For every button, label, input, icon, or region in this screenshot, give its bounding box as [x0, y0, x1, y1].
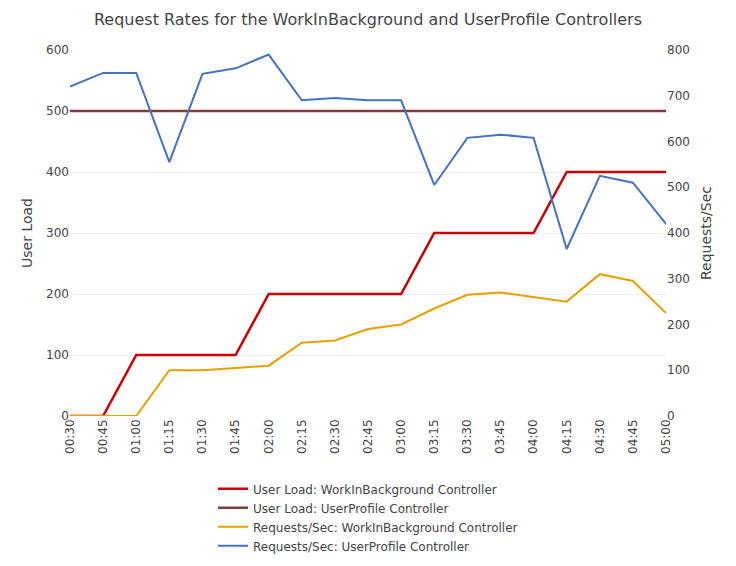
svg-text:01:15: 01:15 — [162, 419, 176, 454]
svg-text:300: 300 — [667, 272, 690, 286]
svg-text:03:30: 03:30 — [460, 419, 474, 454]
svg-text:200: 200 — [46, 287, 69, 301]
svg-text:04:15: 04:15 — [560, 419, 574, 454]
svg-text:02:45: 02:45 — [361, 419, 375, 454]
svg-text:User Load: WorkInBackground Co: User Load: WorkInBackground Controller — [253, 483, 497, 497]
svg-text:02:30: 02:30 — [328, 419, 342, 454]
svg-text:0: 0 — [667, 409, 675, 423]
svg-text:User Load: User Load — [19, 198, 35, 268]
svg-text:500: 500 — [46, 104, 69, 118]
svg-text:800: 800 — [667, 43, 690, 57]
svg-text:600: 600 — [46, 43, 69, 57]
svg-text:04:45: 04:45 — [626, 419, 640, 454]
svg-text:300: 300 — [46, 226, 69, 240]
svg-text:05:00: 05:00 — [659, 419, 673, 454]
svg-text:600: 600 — [667, 135, 690, 149]
svg-text:0: 0 — [61, 409, 69, 423]
svg-text:02:00: 02:00 — [262, 419, 276, 454]
svg-text:00:30: 00:30 — [63, 419, 77, 454]
svg-text:03:15: 03:15 — [427, 419, 441, 454]
svg-text:03:00: 03:00 — [394, 419, 408, 454]
svg-text:700: 700 — [667, 89, 690, 103]
svg-text:04:30: 04:30 — [593, 419, 607, 454]
svg-text:03:45: 03:45 — [493, 419, 507, 454]
svg-text:01:45: 01:45 — [228, 419, 242, 454]
svg-text:200: 200 — [667, 318, 690, 332]
svg-text:01:00: 01:00 — [129, 419, 143, 454]
svg-text:500: 500 — [667, 180, 690, 194]
svg-text:100: 100 — [667, 363, 690, 377]
svg-text:01:30: 01:30 — [195, 419, 209, 454]
svg-text:04:00: 04:00 — [526, 419, 540, 454]
svg-text:Requests/Sec: UserProfile Cont: Requests/Sec: UserProfile Controller — [253, 540, 469, 554]
svg-text:Requests/Sec: Requests/Sec — [698, 186, 714, 280]
svg-text:400: 400 — [46, 165, 69, 179]
svg-text:100: 100 — [46, 348, 69, 362]
svg-text:User Load: UserProfile Control: User Load: UserProfile Controller — [253, 502, 448, 516]
svg-text:400: 400 — [667, 226, 690, 240]
svg-text:02:15: 02:15 — [295, 419, 309, 454]
svg-text:00:45: 00:45 — [96, 419, 110, 454]
svg-text:Request Rates for the WorkInBa: Request Rates for the WorkInBackground a… — [94, 10, 642, 29]
svg-text:Requests/Sec: WorkInBackground: Requests/Sec: WorkInBackground Controlle… — [253, 521, 518, 535]
